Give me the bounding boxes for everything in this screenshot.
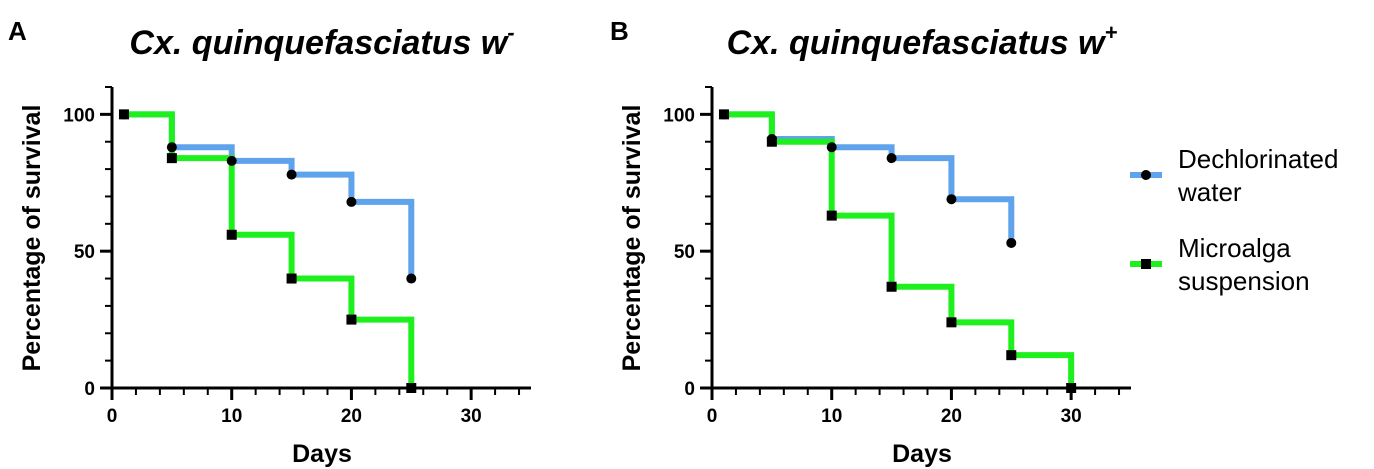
y-tick-label: 50 — [674, 242, 695, 263]
legend-label: Dechlorinated water — [1177, 144, 1338, 207]
legend-label: Microalga suspension — [1178, 233, 1310, 296]
legend-item-alga: Microalga suspension — [1130, 233, 1310, 296]
legend-marker-square — [1141, 259, 1151, 269]
data-point-circle — [886, 153, 897, 164]
y-axis-label: Percentage of survival — [618, 105, 646, 372]
data-point-circle — [286, 169, 297, 180]
chart-title: Cx. quinquefasciatus w+ — [727, 20, 1118, 62]
x-tick-label: 10 — [821, 406, 842, 427]
chart-title: Cx. quinquefasciatus w- — [129, 20, 514, 62]
data-point-circle — [1006, 237, 1017, 248]
series-line-1 — [723, 111, 1015, 243]
data-point-square — [226, 229, 237, 240]
data-point-square — [718, 109, 729, 120]
y-tick-label: 50 — [74, 242, 95, 263]
panel-a: A Cx. quinquefasciatus w- Percentage of … — [8, 16, 531, 468]
data-point-square — [286, 273, 297, 284]
data-point-square — [166, 153, 177, 164]
x-axis-label: Days — [292, 440, 352, 468]
x-tick-label: 30 — [1061, 406, 1082, 427]
data-point-square — [1006, 350, 1017, 361]
y-axis-label: Percentage of survival — [18, 105, 46, 372]
panel-b: B Cx. quinquefasciatus w+ Percentage of … — [610, 16, 1131, 468]
y-tick-label: 0 — [684, 379, 695, 400]
data-point-square — [766, 136, 777, 147]
y-tick-label: 100 — [663, 105, 695, 126]
x-axis-label: Days — [892, 440, 952, 468]
y-tick-label: 100 — [63, 105, 95, 126]
data-point-square — [886, 281, 897, 292]
chart-title-text: Cx. quinquefasciatus w — [727, 24, 1107, 62]
data-point-square — [346, 314, 357, 325]
data-point-square — [826, 210, 837, 221]
x-tick-label: 20 — [941, 406, 962, 427]
x-tick-label: 30 — [461, 406, 482, 427]
data-point-circle — [226, 155, 237, 166]
legend-label-line: suspension — [1178, 266, 1310, 296]
x-tick-label: 20 — [341, 406, 362, 427]
y-tick-label: 0 — [84, 379, 95, 400]
data-point-square — [118, 109, 129, 120]
x-tick-label: 0 — [107, 406, 118, 427]
chart-title-superscript: - — [507, 20, 514, 45]
data-point-square — [946, 317, 957, 328]
x-tick-label: 10 — [221, 406, 242, 427]
plot-area: 0 10 20 30 0 50 100 — [63, 86, 531, 427]
panel-letter: A — [8, 16, 27, 46]
data-point-circle — [406, 273, 417, 284]
data-point-circle — [166, 142, 177, 153]
legend-label-line: Dechlorinated — [1178, 144, 1338, 174]
data-point-circle — [346, 196, 357, 207]
legend-label-line: Microalga — [1178, 233, 1291, 263]
data-point-circle — [946, 194, 957, 205]
legend-item-water: Dechlorinated water — [1130, 144, 1338, 207]
x-tick-label: 0 — [707, 406, 718, 427]
data-point-circle — [826, 142, 837, 153]
series-line-1 — [123, 111, 415, 279]
legend: Dechlorinated water Microalga suspension — [1130, 144, 1338, 296]
legend-label-line: water — [1177, 177, 1242, 207]
chart-title-text: Cx. quinquefasciatus w — [129, 24, 509, 62]
panel-letter: B — [610, 16, 629, 46]
chart-title-superscript: + — [1105, 20, 1118, 45]
legend-marker-circle — [1141, 170, 1151, 180]
plot-area: 0 10 20 30 0 50 100 — [663, 86, 1131, 427]
